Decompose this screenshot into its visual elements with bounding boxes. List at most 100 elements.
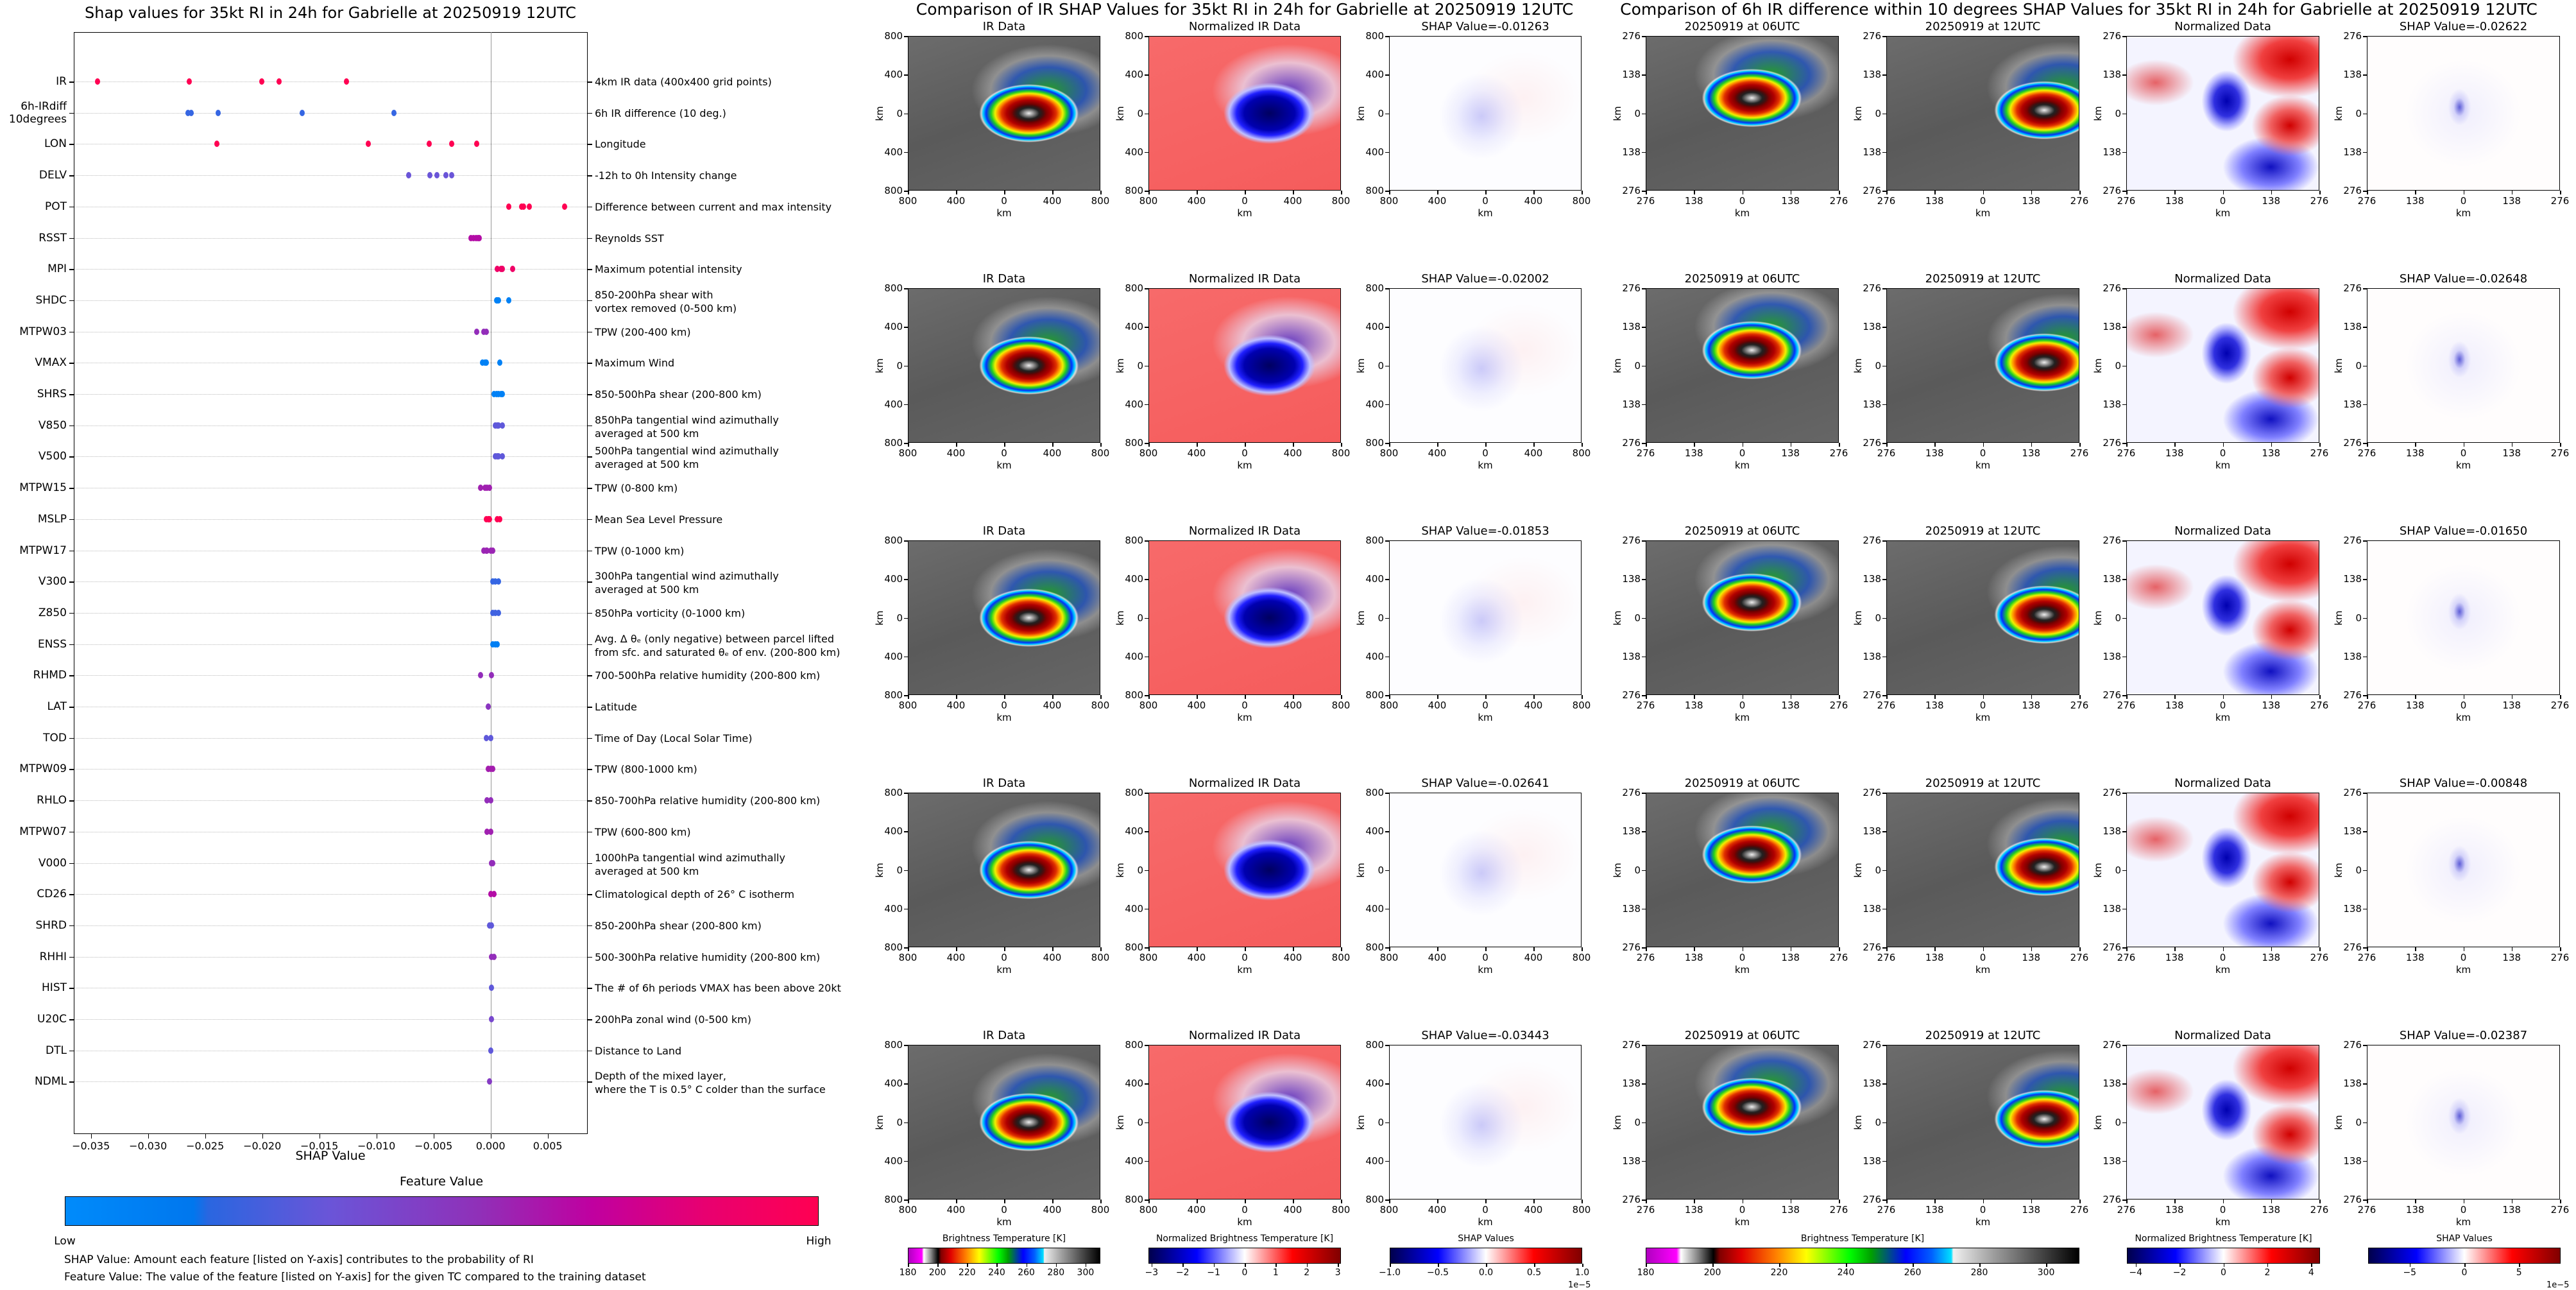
x-tick-label: 800 bbox=[1091, 1204, 1110, 1216]
x-tick-label: 0 bbox=[1241, 952, 1248, 963]
x-tick bbox=[1886, 947, 1888, 951]
diff-section-title: Comparison of 6h IR difference within 10… bbox=[1620, 0, 2538, 19]
x-tick bbox=[2511, 1200, 2513, 1203]
y-tick bbox=[904, 1160, 908, 1162]
y-tick bbox=[2363, 656, 2367, 658]
y-tick-right bbox=[588, 644, 592, 646]
image-panel bbox=[2367, 1045, 2560, 1200]
x-tick bbox=[2222, 695, 2224, 699]
x-tick-label: 800 bbox=[898, 195, 917, 207]
x-axis-label: km bbox=[996, 460, 1012, 471]
grid-line bbox=[74, 925, 587, 926]
y-axis-label: km bbox=[2092, 357, 2104, 374]
x-tick bbox=[1052, 443, 1053, 447]
x-tick bbox=[1790, 947, 1792, 951]
x-tick bbox=[2174, 443, 2176, 447]
panel-title: Normalized IR Data bbox=[1188, 20, 1301, 33]
y-tick bbox=[904, 1122, 908, 1123]
x-tick bbox=[1694, 695, 1695, 699]
x-tick bbox=[1582, 947, 1583, 951]
panel-title: Normalized Data bbox=[2174, 272, 2271, 286]
y-tick-label: 276 bbox=[2103, 1039, 2121, 1051]
colorbar-label: SHAP Values bbox=[1458, 1234, 1514, 1244]
y-tick-label: 800 bbox=[884, 689, 903, 701]
y-tick bbox=[1385, 327, 1389, 328]
y-axis-label: km bbox=[874, 105, 885, 121]
shap-dot bbox=[474, 328, 480, 335]
y-tick-label: 0 bbox=[1137, 612, 1143, 624]
colorbar-low-label: Low bbox=[54, 1235, 76, 1248]
colorbar-tick-label: 4 bbox=[2308, 1268, 2314, 1278]
y-tick bbox=[69, 863, 74, 864]
feature-description: TPW (0-800 km) bbox=[595, 482, 678, 495]
y-tick-label: 0 bbox=[2355, 1116, 2362, 1128]
y-tick bbox=[1882, 908, 1886, 910]
y-tick bbox=[1882, 947, 1886, 949]
colorbar-offset-label: 1e−5 bbox=[2546, 1280, 2570, 1290]
x-tick bbox=[1582, 695, 1583, 699]
x-tick bbox=[1437, 695, 1438, 699]
y-tick bbox=[2363, 831, 2367, 832]
colorbar-tick-label: −5 bbox=[2403, 1268, 2417, 1278]
y-tick bbox=[904, 579, 908, 580]
grid-line bbox=[74, 956, 587, 958]
x-tick-label: 800 bbox=[1139, 195, 1158, 207]
y-tick bbox=[904, 1083, 908, 1085]
x-tick-label: 138 bbox=[2502, 195, 2521, 207]
x-tick-label: 138 bbox=[2165, 700, 2184, 711]
shap-dot bbox=[484, 547, 490, 554]
grid-line bbox=[74, 612, 587, 614]
x-tick-label: 0 bbox=[1979, 447, 1986, 459]
feature-label: MSLP bbox=[37, 512, 67, 526]
y-tick bbox=[1882, 1083, 1886, 1085]
x-tick bbox=[1983, 1200, 1984, 1203]
y-tick bbox=[1642, 579, 1646, 580]
y-tick-label: 276 bbox=[2343, 1194, 2362, 1205]
feature-label: TOD bbox=[43, 731, 67, 744]
panel-title: SHAP Value=-0.00848 bbox=[2399, 777, 2528, 790]
shap-dot bbox=[276, 78, 282, 85]
y-tick-label: 0 bbox=[1875, 107, 1881, 119]
y-tick-label: 800 bbox=[1125, 185, 1143, 196]
y-tick bbox=[1642, 288, 1646, 289]
x-axis-label: km bbox=[1478, 964, 1493, 976]
colorbar-tick-label: 220 bbox=[1770, 1268, 1788, 1278]
y-tick bbox=[1145, 831, 1148, 832]
x-tick bbox=[2174, 191, 2176, 194]
x-tick bbox=[2463, 695, 2464, 699]
x-tick-label: −0.025 bbox=[186, 1140, 225, 1152]
x-tick bbox=[2560, 947, 2561, 951]
feature-description: Time of Day (Local Solar Time) bbox=[595, 732, 753, 744]
x-axis-label: km bbox=[1734, 1216, 1750, 1228]
x-axis-label: km bbox=[2215, 712, 2231, 723]
feature-description: 850-700hPa relative humidity (200-800 km… bbox=[595, 795, 821, 807]
shap-dot bbox=[496, 297, 502, 304]
y-tick bbox=[1642, 36, 1646, 37]
x-tick-label: 400 bbox=[946, 447, 966, 459]
x-tick-label: −0.015 bbox=[300, 1140, 339, 1152]
x-tick bbox=[2222, 947, 2224, 951]
x-tick-label: 0 bbox=[1001, 447, 1007, 459]
x-tick-label: 138 bbox=[1781, 1204, 1800, 1216]
x-tick-label: 0 bbox=[1979, 195, 1986, 207]
x-tick-label: −0.005 bbox=[414, 1140, 453, 1152]
panel-title: SHAP Value=-0.02622 bbox=[2399, 20, 2528, 33]
y-tick bbox=[2363, 579, 2367, 580]
x-tick-label: 0 bbox=[2460, 700, 2467, 711]
feature-description: Mean Sea Level Pressure bbox=[595, 513, 723, 526]
x-tick-label: 138 bbox=[2262, 195, 2281, 207]
x-tick-label: 276 bbox=[2357, 1204, 2376, 1216]
y-tick-label: 0 bbox=[2355, 864, 2362, 876]
x-tick-label: 276 bbox=[1829, 195, 1848, 207]
image-panel bbox=[1886, 288, 2079, 443]
feature-label: V000 bbox=[38, 856, 67, 870]
y-tick bbox=[69, 519, 74, 520]
colorbar-tick bbox=[1306, 1264, 1308, 1267]
x-tick-label: 400 bbox=[1283, 447, 1302, 459]
x-tick bbox=[262, 1134, 264, 1139]
shap-dot bbox=[486, 485, 492, 492]
y-tick-label: 138 bbox=[2343, 69, 2362, 81]
shap-dot bbox=[186, 78, 192, 85]
x-axis-label: SHAP Value bbox=[295, 1149, 366, 1163]
grid-line bbox=[74, 112, 587, 114]
